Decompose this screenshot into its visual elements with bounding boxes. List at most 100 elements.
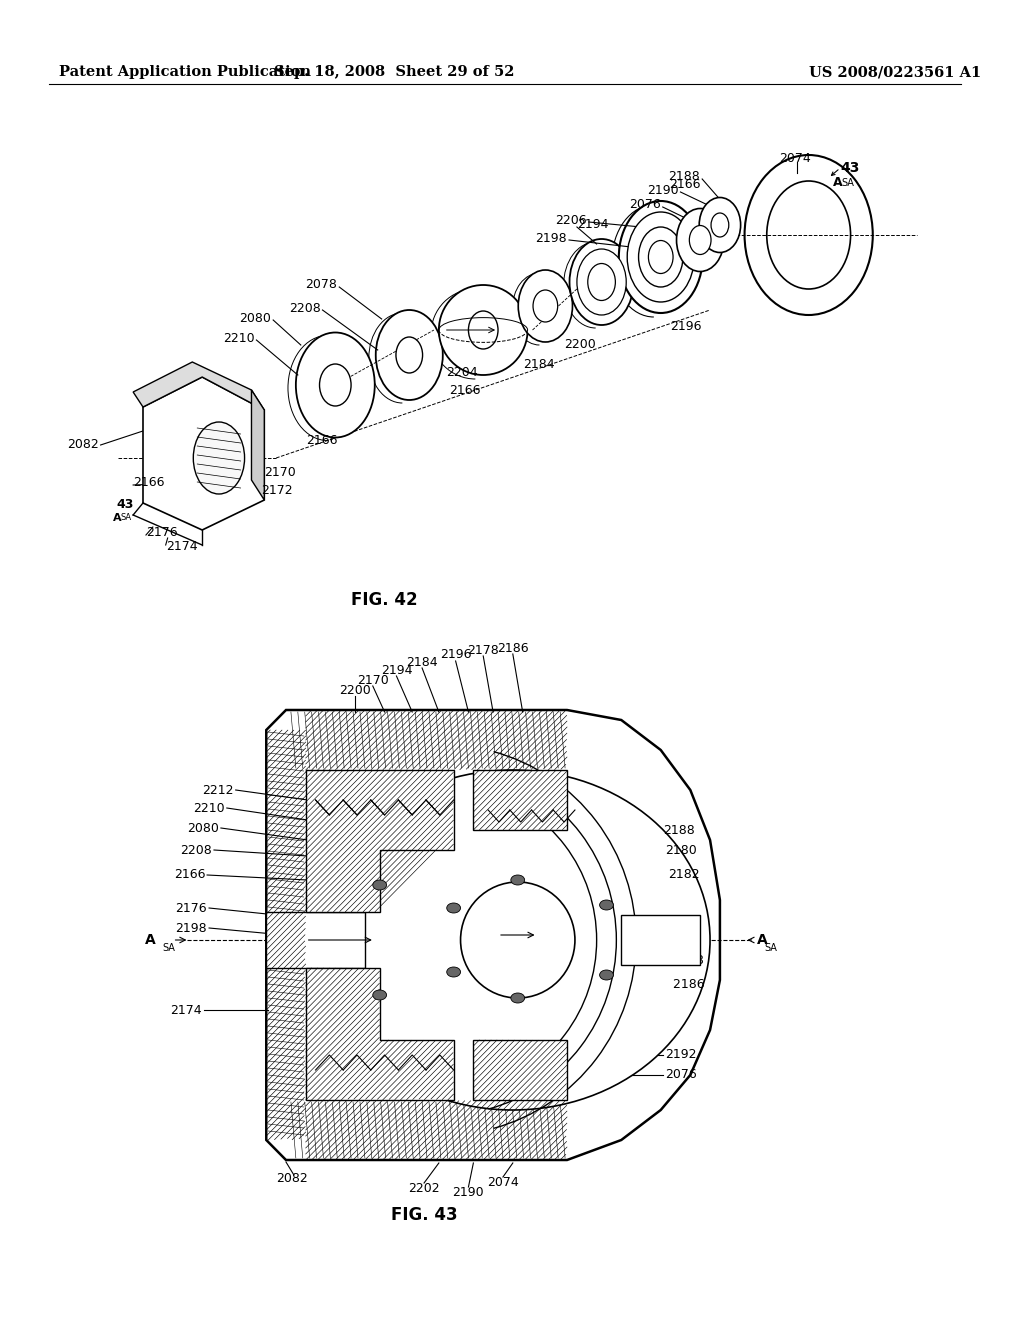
Ellipse shape xyxy=(468,312,498,348)
Text: 2174: 2174 xyxy=(166,540,198,553)
Text: 2080: 2080 xyxy=(187,821,219,834)
Text: 2192: 2192 xyxy=(665,1048,696,1061)
Text: 2188: 2188 xyxy=(663,824,694,837)
Text: 2078: 2078 xyxy=(305,279,337,292)
Ellipse shape xyxy=(639,227,683,286)
Text: 2076: 2076 xyxy=(665,1068,696,1081)
Ellipse shape xyxy=(396,337,423,374)
Text: 2208: 2208 xyxy=(289,301,321,314)
Circle shape xyxy=(461,882,574,998)
Text: FIG. 43: FIG. 43 xyxy=(391,1206,458,1224)
Text: 2202: 2202 xyxy=(409,1181,440,1195)
Text: 2200: 2200 xyxy=(339,684,371,697)
Text: 2174: 2174 xyxy=(171,1003,202,1016)
Ellipse shape xyxy=(577,249,627,315)
Polygon shape xyxy=(306,968,454,1100)
Text: 2210: 2210 xyxy=(223,331,254,345)
Text: SA: SA xyxy=(764,942,777,953)
Text: 2198: 2198 xyxy=(536,231,567,244)
Ellipse shape xyxy=(446,903,461,913)
Text: 2082: 2082 xyxy=(276,1172,308,1184)
Text: 2212: 2212 xyxy=(202,784,233,796)
Text: 2196: 2196 xyxy=(440,648,471,661)
Text: A: A xyxy=(834,176,843,189)
Ellipse shape xyxy=(677,209,724,272)
Text: 2172: 2172 xyxy=(261,483,293,496)
Text: 2190: 2190 xyxy=(647,183,679,197)
Text: A: A xyxy=(114,513,122,523)
Text: 2076: 2076 xyxy=(629,198,660,211)
Text: 2078: 2078 xyxy=(673,953,705,966)
Text: 2200: 2200 xyxy=(564,338,596,351)
Ellipse shape xyxy=(376,310,442,400)
Text: US 2008/0223561 A1: US 2008/0223561 A1 xyxy=(809,65,981,79)
Text: 2198: 2198 xyxy=(175,921,207,935)
Ellipse shape xyxy=(689,226,711,255)
Ellipse shape xyxy=(699,198,740,252)
Text: 2194: 2194 xyxy=(577,218,608,231)
Text: 2166: 2166 xyxy=(306,433,337,446)
Text: SA: SA xyxy=(120,513,131,523)
Polygon shape xyxy=(252,389,264,500)
Ellipse shape xyxy=(511,875,524,884)
Polygon shape xyxy=(473,1040,567,1100)
Text: 2184: 2184 xyxy=(407,656,438,668)
Text: 2170: 2170 xyxy=(264,466,296,479)
Text: 2188: 2188 xyxy=(669,170,700,183)
Ellipse shape xyxy=(511,993,524,1003)
Polygon shape xyxy=(473,770,567,830)
Bar xyxy=(266,912,365,968)
Polygon shape xyxy=(306,770,454,912)
Text: A: A xyxy=(145,933,156,946)
Text: 2210: 2210 xyxy=(194,801,225,814)
Ellipse shape xyxy=(600,970,613,979)
Text: 2196: 2196 xyxy=(671,321,702,334)
Circle shape xyxy=(439,285,527,375)
Text: 2080: 2080 xyxy=(240,312,271,325)
Text: Patent Application Publication: Patent Application Publication xyxy=(59,65,311,79)
Ellipse shape xyxy=(373,990,387,1001)
Text: A: A xyxy=(758,933,768,946)
Polygon shape xyxy=(133,362,264,411)
Text: 2180: 2180 xyxy=(665,843,696,857)
Text: 2082: 2082 xyxy=(67,438,98,451)
Ellipse shape xyxy=(569,239,634,325)
Ellipse shape xyxy=(628,213,694,302)
Text: FIG. 42: FIG. 42 xyxy=(351,591,418,609)
Bar xyxy=(622,915,700,965)
Text: 2176: 2176 xyxy=(175,902,207,915)
Text: 2194: 2194 xyxy=(381,664,413,676)
Text: 2074: 2074 xyxy=(487,1176,519,1188)
Text: 43: 43 xyxy=(117,499,134,511)
Text: 2182: 2182 xyxy=(668,869,699,882)
Ellipse shape xyxy=(588,264,615,301)
Text: 2186: 2186 xyxy=(497,642,528,655)
Polygon shape xyxy=(143,378,264,531)
Text: 2204: 2204 xyxy=(445,367,477,380)
Text: 2178: 2178 xyxy=(467,644,499,656)
Text: 2208: 2208 xyxy=(180,843,212,857)
Ellipse shape xyxy=(315,770,710,1110)
Text: SA: SA xyxy=(841,178,854,187)
Ellipse shape xyxy=(446,968,461,977)
Text: 2184: 2184 xyxy=(522,358,554,371)
Text: 2176: 2176 xyxy=(146,527,177,540)
Ellipse shape xyxy=(296,333,375,437)
Text: 2074: 2074 xyxy=(779,152,811,165)
Text: 2206: 2206 xyxy=(555,214,587,227)
Ellipse shape xyxy=(518,271,572,342)
Ellipse shape xyxy=(600,900,613,909)
Ellipse shape xyxy=(534,290,558,322)
Text: 2166: 2166 xyxy=(449,384,480,396)
Text: 43: 43 xyxy=(841,161,859,176)
Text: 2190: 2190 xyxy=(453,1185,484,1199)
Text: 2166: 2166 xyxy=(669,178,700,191)
Text: SA: SA xyxy=(163,942,175,953)
Ellipse shape xyxy=(194,422,245,494)
Text: 2206: 2206 xyxy=(493,906,523,919)
Polygon shape xyxy=(266,710,720,1160)
Ellipse shape xyxy=(319,364,351,407)
Ellipse shape xyxy=(618,201,702,313)
Text: 2170: 2170 xyxy=(357,673,389,686)
Ellipse shape xyxy=(711,213,729,238)
